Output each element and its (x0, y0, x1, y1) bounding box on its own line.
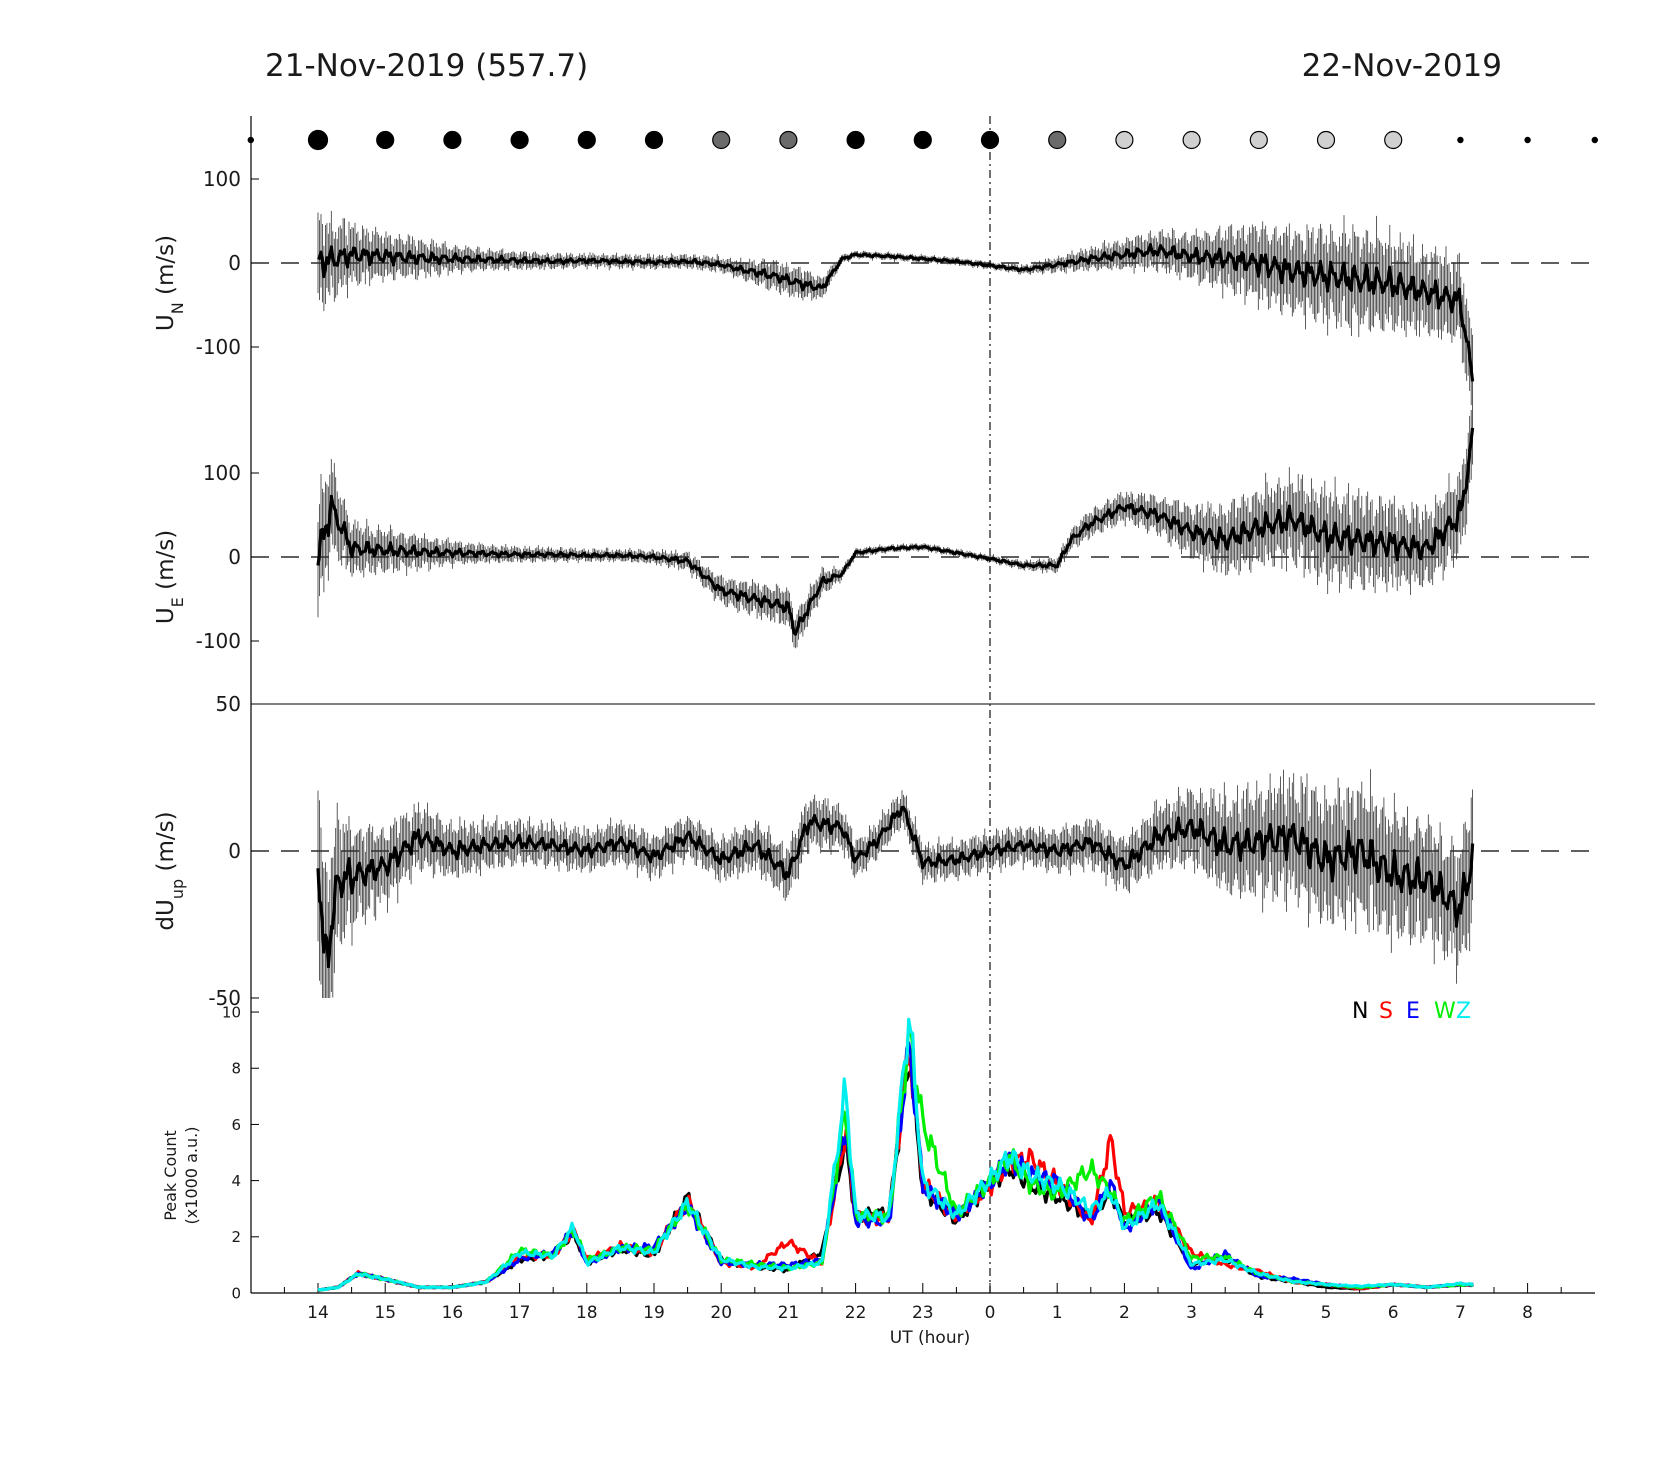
y-tick-label: 50 (216, 692, 241, 716)
sky-dot (1591, 136, 1599, 144)
x-tick-label: 5 (1321, 1303, 1332, 1323)
y-tick-label: 0 (228, 545, 241, 569)
x-tick-label: 22 (845, 1303, 867, 1323)
y-tick-label: 100 (203, 167, 241, 191)
x-tick-label: 21 (778, 1303, 800, 1323)
series-line-UE (316, 427, 1475, 636)
data-layer (247, 129, 1599, 1292)
y-tick-label: 4 (231, 1172, 241, 1190)
y-tick-label: 2 (231, 1228, 241, 1246)
sky-dot (1457, 136, 1464, 144)
x-tick-label: 14 (307, 1303, 329, 1323)
legend-item-S: S (1379, 999, 1393, 1024)
x-tick-label: 2 (1119, 1303, 1130, 1323)
legend-item-W: W (1434, 999, 1456, 1024)
sky-dot (913, 130, 932, 150)
y-axis-label: dUup (m/s) (153, 811, 187, 930)
legend-item-E: E (1406, 999, 1420, 1024)
sky-dot (307, 129, 329, 151)
y-axis-label-unit: (m/s) (153, 811, 179, 878)
y-axis-label-unit: (m/s) (153, 530, 179, 597)
sky-dot (1048, 130, 1067, 150)
legend-item-N: N (1352, 999, 1368, 1024)
y-axis-label-sub: up (168, 879, 187, 899)
series-line-Z (317, 1017, 1474, 1292)
sky-dot (1115, 130, 1134, 150)
series-line-N (317, 1069, 1474, 1292)
sky-dot (779, 130, 798, 150)
y-axis-label-sub: E (168, 597, 187, 607)
y-axis-label: UE (m/s) (153, 530, 187, 624)
x-tick-label: 6 (1388, 1303, 1399, 1323)
legend-item-Z: Z (1456, 999, 1471, 1024)
sky-dot (712, 130, 731, 150)
x-tick-label: 20 (710, 1303, 732, 1323)
x-tick-label: 18 (576, 1303, 598, 1323)
sky-dot (846, 130, 865, 150)
y-axis-label-line1: Peak Count (161, 1130, 180, 1221)
x-tick-label: 16 (442, 1303, 464, 1323)
sky-dot (376, 130, 395, 150)
y-tick-label: 10 (222, 1003, 241, 1021)
y-axis-label-main: dU (153, 899, 179, 930)
left-date-title: 21-Nov-2019 (557.7) (265, 48, 588, 84)
sky-dot (1524, 136, 1531, 144)
sky-dot (443, 130, 462, 150)
sky-dot (1316, 130, 1336, 150)
sky-dot (1384, 130, 1403, 150)
y-tick-label: -100 (196, 629, 241, 653)
y-axis-label: UN (m/s) (153, 235, 187, 331)
x-tick-label: 4 (1253, 1303, 1264, 1323)
sky-dot (510, 130, 529, 150)
y-tick-label: 100 (203, 461, 241, 485)
y-axis-label-unit: (m/s) (153, 235, 179, 302)
sky-dot (644, 130, 664, 150)
x-tick-label: 17 (509, 1303, 531, 1323)
y-tick-label: -50 (208, 986, 241, 1010)
y-tick-label: 0 (228, 839, 241, 863)
y-axis-label-main: U (153, 607, 179, 624)
x-tick-label: 19 (643, 1303, 665, 1323)
x-tick-label: 8 (1522, 1303, 1533, 1323)
x-tick-label: 1 (1052, 1303, 1063, 1323)
sky-dot (577, 130, 596, 150)
sky-dot (1182, 130, 1201, 150)
series-line-UN (317, 243, 1475, 382)
y-tick-label: 0 (228, 251, 241, 275)
series-line-dUup (316, 805, 1475, 969)
y-axis-label-line2: (x1000 a.u.) (182, 1127, 201, 1225)
sky-dot (980, 130, 1000, 150)
y-axis-label-sub: N (168, 302, 187, 314)
right-date-title: 22-Nov-2019 (1302, 48, 1502, 84)
x-tick-label: 3 (1186, 1303, 1197, 1323)
y-tick-label: 6 (231, 1116, 241, 1134)
x-axis-label: UT (hour) (890, 1328, 970, 1348)
sky-dot (247, 136, 254, 144)
x-tick-label: 7 (1455, 1303, 1466, 1323)
y-tick-label: 8 (231, 1060, 241, 1078)
x-tick-label: 0 (985, 1303, 996, 1323)
y-tick-label: -100 (196, 335, 241, 359)
x-tick-label: 15 (374, 1303, 396, 1323)
x-tick-label: 23 (912, 1303, 934, 1323)
y-axis-label-main: U (153, 314, 179, 331)
y-tick-label: 0 (231, 1284, 241, 1302)
sky-dot (1249, 130, 1268, 150)
